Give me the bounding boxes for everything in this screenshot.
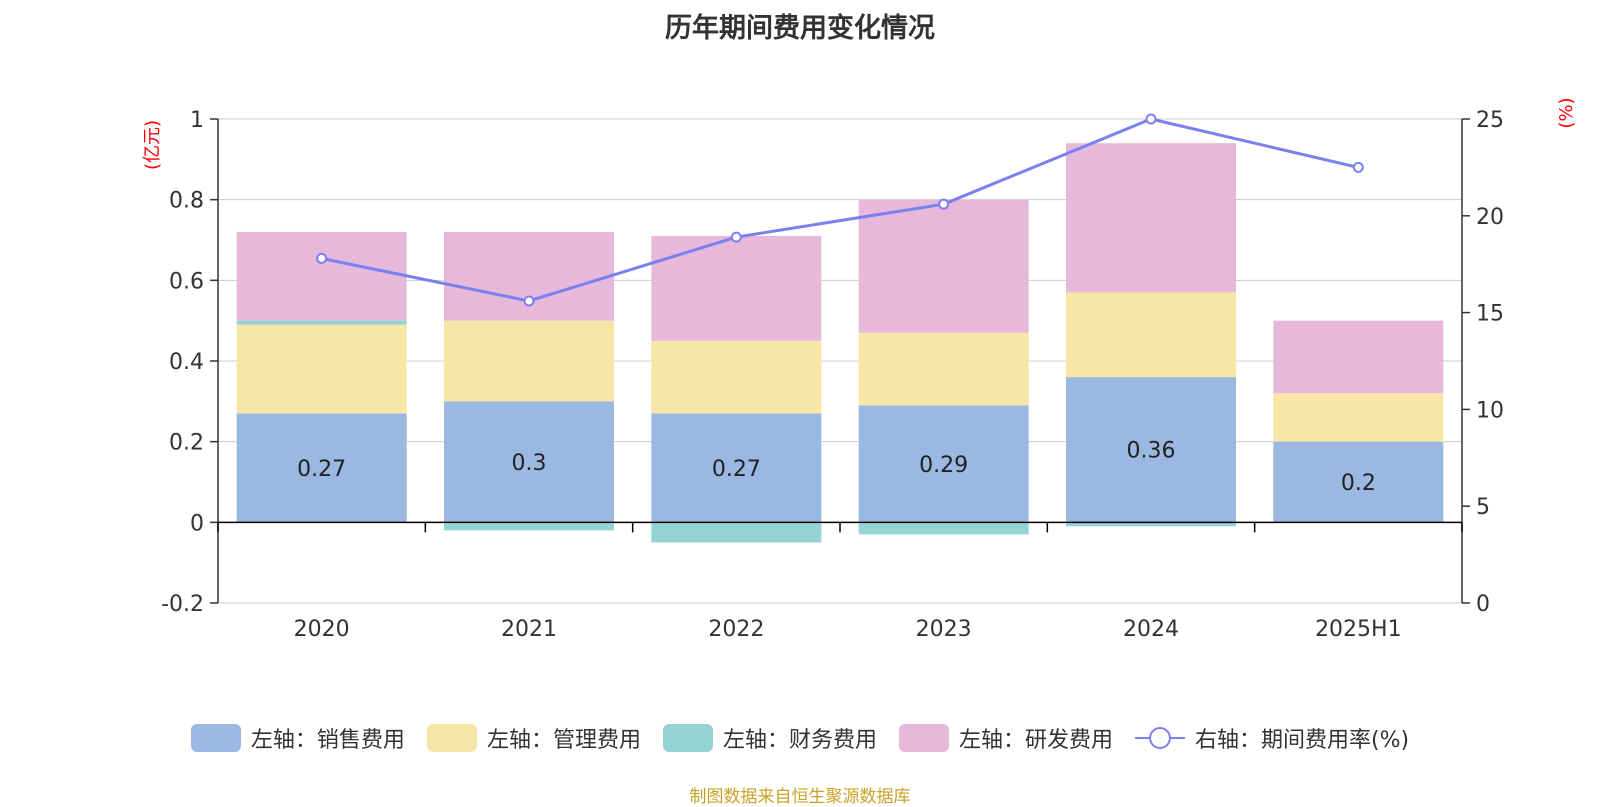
bar-finance: [444, 522, 614, 531]
bar-admin: [1273, 393, 1444, 442]
legend-item-admin[interactable]: 左轴：管理费用: [426, 722, 641, 754]
rate-point: [1352, 161, 1364, 173]
left-tick-label: -0.2: [161, 592, 204, 617]
bar-admin: [858, 332, 1029, 406]
bar-admin: [236, 324, 407, 414]
data-label-sales: 0.27: [712, 457, 761, 482]
bar-rd: [1273, 320, 1444, 394]
legend-item-sales[interactable]: 左轴：销售费用: [190, 722, 405, 754]
legend-label-rd: 左轴：研发费用: [958, 728, 1113, 753]
left-tick-label: 0.2: [169, 431, 204, 456]
bar-rd: [651, 235, 822, 341]
bar-rd: [236, 231, 407, 321]
right-tick-label: 15: [1476, 302, 1504, 327]
legend-item-rate[interactable]: 右轴：期间费用率(%): [1134, 722, 1410, 754]
right-tick-label: 5: [1476, 495, 1490, 520]
data-label-sales: 0.3: [512, 451, 547, 476]
category-label: 2023: [916, 617, 972, 642]
data-label-sales: 0.36: [1127, 439, 1176, 464]
legend-swatch-rate: [1134, 724, 1185, 752]
right-tick-label: 10: [1476, 398, 1504, 423]
bar-finance: [651, 522, 822, 543]
chart-title: 历年期间费用变化情况: [665, 13, 935, 44]
rate-point: [316, 252, 328, 264]
bar-finance: [1066, 522, 1236, 527]
legend-swatch-admin: [426, 724, 477, 752]
legend-label-sales: 左轴：销售费用: [250, 728, 405, 753]
category-label: 2021: [501, 617, 557, 642]
category-label: 2022: [708, 617, 764, 642]
bar-sales: [236, 413, 407, 523]
bar-sales: [858, 405, 1029, 523]
bar-sales: [444, 401, 614, 523]
right-tick-label: 20: [1476, 205, 1504, 230]
category-label: 2025H1: [1315, 617, 1402, 642]
legend-label-admin: 左轴：管理费用: [486, 728, 641, 753]
rate-point: [730, 231, 742, 243]
legend-item-finance[interactable]: 左轴：财务费用: [662, 722, 877, 754]
left-tick-label: 0: [190, 511, 204, 536]
rate-line: [321, 117, 1359, 303]
legend-item-rd[interactable]: 左轴：研发费用: [898, 722, 1113, 754]
bar-finance: [858, 522, 1029, 535]
left-tick-label: 1: [190, 108, 204, 133]
bar-rd: [858, 199, 1029, 333]
category-label: 2020: [294, 617, 350, 642]
bar-sales: [651, 413, 822, 523]
rate-point: [523, 295, 535, 307]
bar-admin: [1066, 292, 1236, 378]
data-source-note: 制图数据来自恒生聚源数据库: [689, 787, 911, 807]
left-tick-label: 0.4: [169, 350, 204, 375]
left-axis-unit: (亿元): [142, 120, 163, 170]
right-tick-label: 0: [1476, 592, 1490, 617]
bar-admin: [651, 340, 822, 414]
right-axis-unit: (%): [1556, 97, 1577, 128]
bar-sales: [1273, 441, 1444, 523]
left-tick-label: 0.8: [169, 189, 204, 214]
legend-swatch-rd: [898, 724, 949, 752]
right-tick-label: 25: [1476, 108, 1504, 133]
data-label-sales: 0.27: [297, 457, 346, 482]
legend-label-rate: 右轴：期间费用率(%): [1194, 728, 1410, 753]
legend-label-finance: 左轴：财务费用: [722, 728, 877, 753]
bar-rd: [444, 231, 614, 321]
legend-swatch-sales: [190, 724, 241, 752]
bar-finance: [236, 320, 407, 325]
bar-rd: [1066, 143, 1236, 293]
rate-point: [1145, 113, 1157, 125]
legend-swatch-finance: [662, 724, 713, 752]
bar-admin: [444, 320, 614, 402]
category-label: 2024: [1123, 617, 1179, 642]
bar-sales: [1066, 377, 1236, 523]
legend: 左轴：销售费用 左轴：管理费用 左轴：财务费用 左轴：研发费用 右轴：期间费用率…: [0, 720, 1600, 756]
data-label-sales: 0.29: [919, 453, 968, 478]
rate-point: [938, 198, 950, 210]
data-label-sales: 0.2: [1341, 471, 1376, 496]
left-tick-label: 0.6: [169, 269, 204, 294]
